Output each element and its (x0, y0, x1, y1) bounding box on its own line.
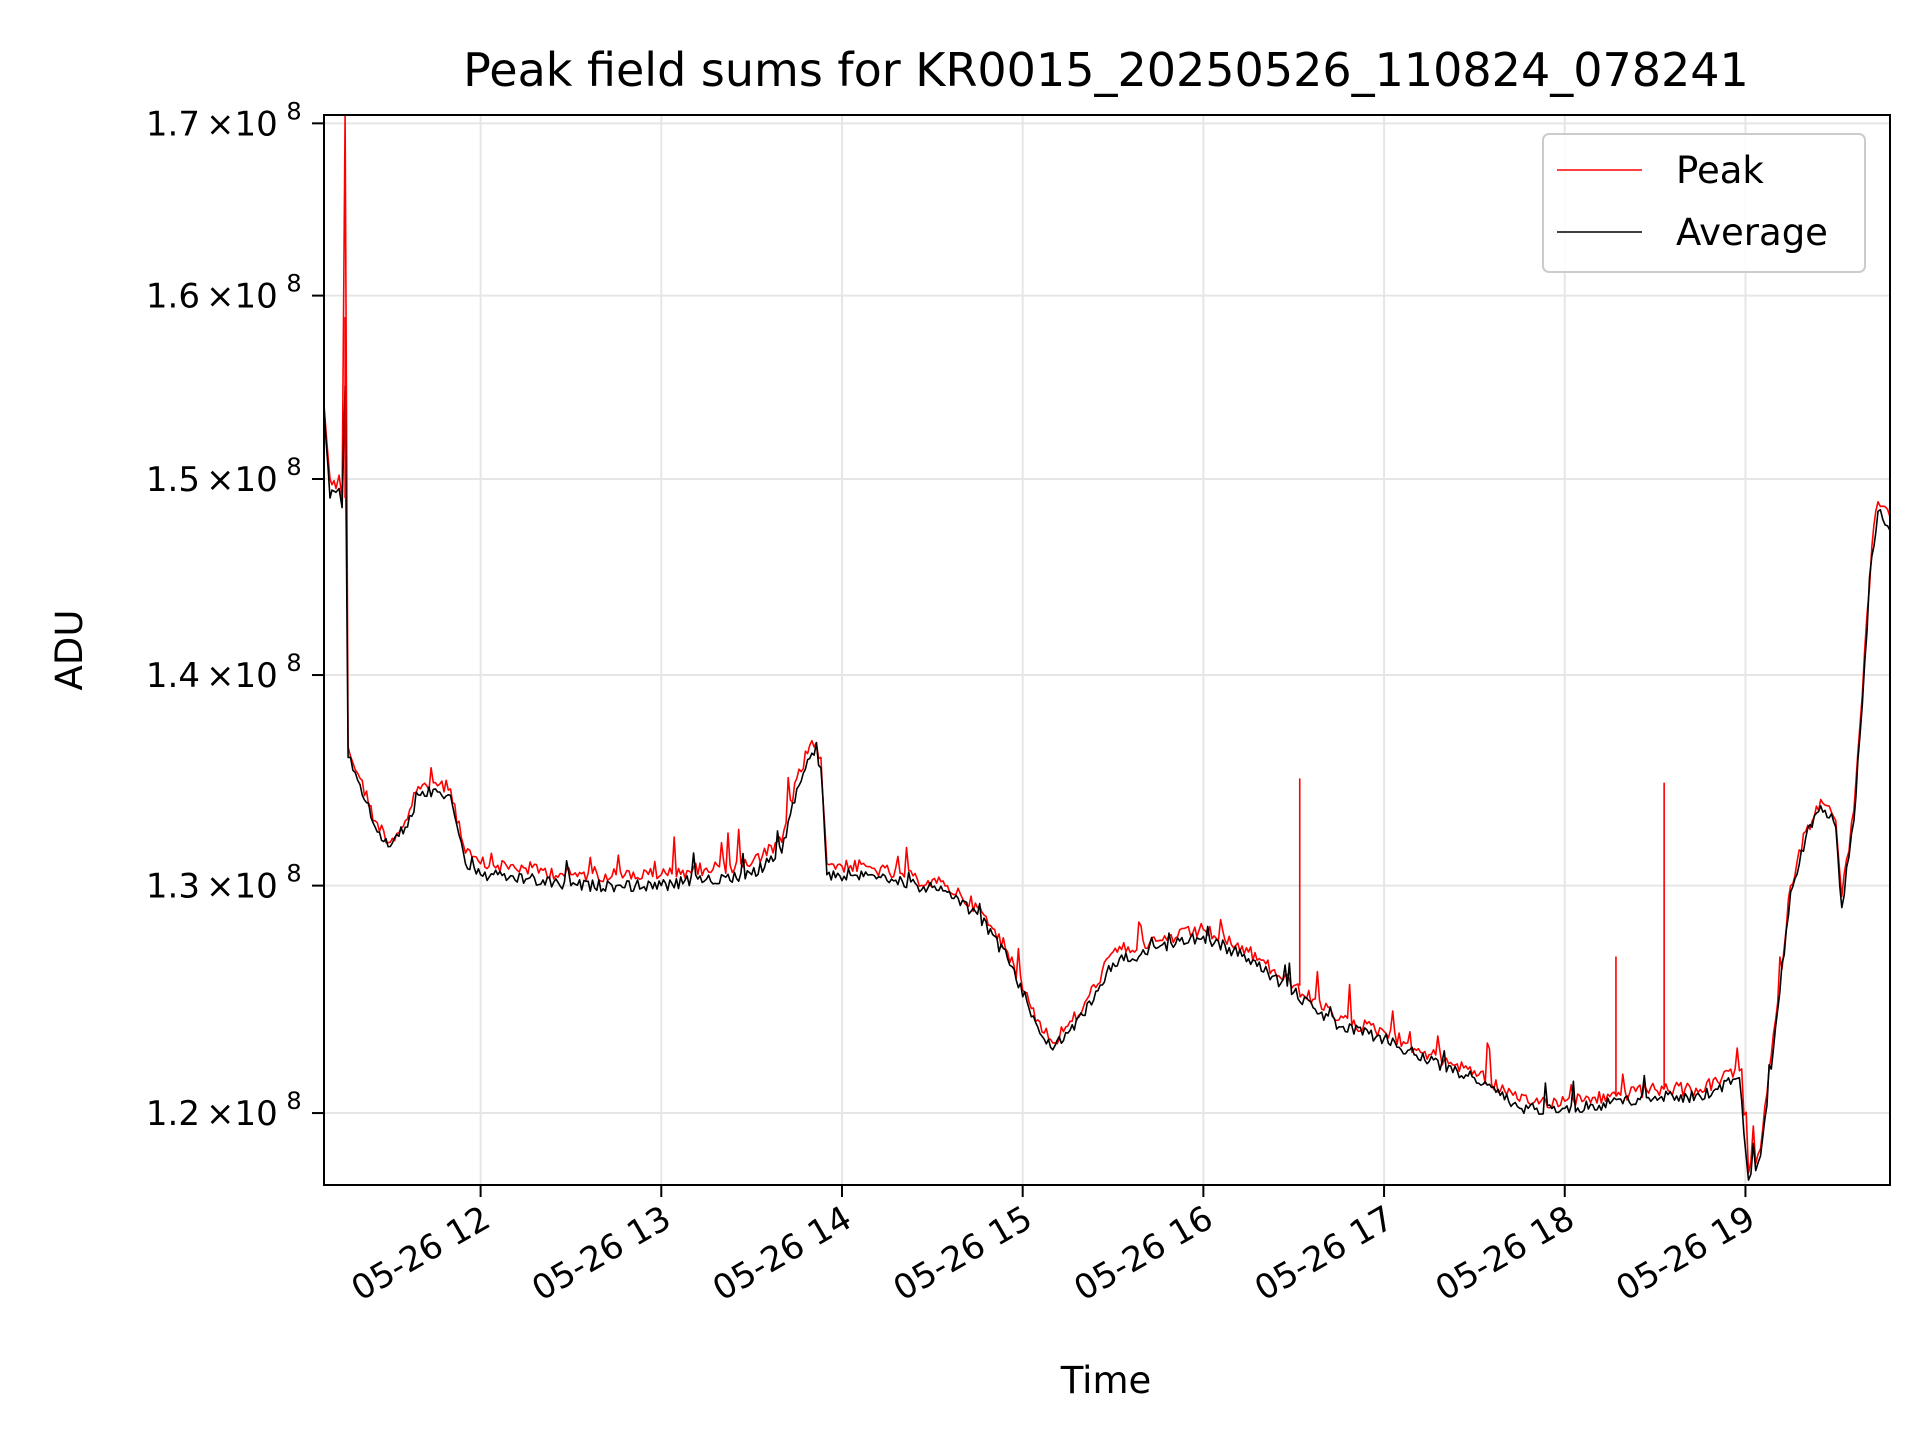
chart-title: Peak field sums for KR0015_20250526_1108… (463, 43, 1749, 97)
legend: Peak Average (1542, 133, 1866, 273)
y-tick-mantissa: 1.3 (146, 867, 200, 907)
y-tick-times: ×10 (206, 104, 278, 144)
y-tick-times: ×10 (206, 460, 278, 500)
y-tick-exponent: 8 (286, 453, 301, 481)
legend-label-average: Average (1676, 211, 1828, 254)
grid (324, 115, 1890, 1185)
y-tick-mantissa: 1.2 (146, 1094, 200, 1134)
y-tick-mantissa: 1.5 (146, 460, 200, 500)
y-tick-times: ×10 (206, 656, 278, 696)
y-tick-times: ×10 (206, 1094, 278, 1134)
y-axis-label: ADU (48, 610, 91, 691)
y-tick-mantissa: 1.4 (146, 656, 200, 696)
y-tick-exponent: 8 (286, 649, 301, 677)
y-axis: 1.2 ×10 81.3 ×10 81.4 ×10 81.5 ×10 81.6 ×10 81.7 ×1… (146, 97, 324, 1134)
y-tick-label: 1.4 ×10 8 (146, 649, 302, 696)
y-tick-exponent: 8 (286, 1087, 301, 1115)
y-tick-label: 1.6 ×10 8 (146, 270, 302, 317)
y-tick-label: 1.2 ×10 8 (146, 1087, 302, 1134)
y-tick-exponent: 8 (286, 270, 301, 298)
y-tick-times: ×10 (206, 277, 278, 317)
series-line-average (323, 385, 1891, 1181)
series-line-peak (323, 114, 1891, 1174)
series-lines (323, 114, 1891, 1181)
y-tick-label: 1.3 ×10 8 (146, 860, 302, 907)
y-tick-label: 1.7 ×10 8 (146, 97, 302, 144)
legend-label-peak: Peak (1676, 149, 1764, 192)
x-axis-label: Time (1060, 1359, 1152, 1402)
y-tick-mantissa: 1.6 (146, 277, 200, 317)
y-tick-exponent: 8 (286, 97, 301, 125)
plot-frame (323, 114, 1891, 1186)
y-tick-label: 1.5 ×10 8 (146, 453, 302, 500)
y-tick-times: ×10 (206, 867, 278, 907)
legend-box (1542, 133, 1866, 273)
y-tick-exponent: 8 (286, 860, 301, 888)
y-tick-mantissa: 1.7 (146, 104, 200, 144)
